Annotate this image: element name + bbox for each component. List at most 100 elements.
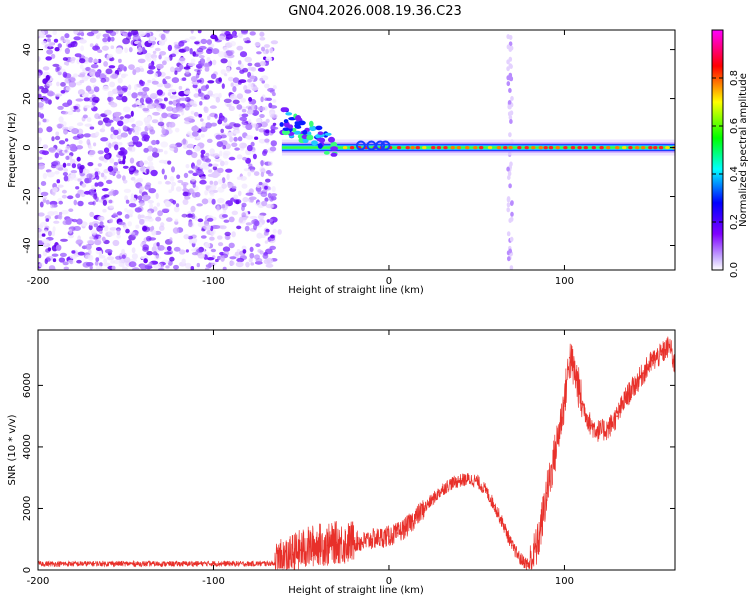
noise-blob bbox=[143, 258, 148, 264]
noise-blob bbox=[120, 73, 126, 79]
noise-blob bbox=[204, 66, 210, 72]
noise-blob bbox=[172, 227, 180, 234]
carrier-peak bbox=[479, 146, 484, 150]
spectrogram-x-label: Height of straight line (km) bbox=[288, 285, 424, 296]
x-tick-label: 100 bbox=[555, 576, 574, 587]
noise-blob bbox=[231, 186, 237, 190]
noise-blob bbox=[245, 192, 254, 196]
noise-blob bbox=[122, 32, 129, 37]
noise-blob bbox=[102, 262, 111, 267]
noise-blob bbox=[259, 114, 265, 118]
noise-blob bbox=[131, 92, 138, 99]
noise-blob bbox=[97, 181, 104, 187]
noise-blob bbox=[46, 38, 51, 43]
noise-blob bbox=[181, 258, 186, 264]
noise-blob bbox=[75, 145, 84, 150]
noise-blob bbox=[245, 222, 253, 226]
noise-blob bbox=[165, 30, 170, 34]
noise-blob bbox=[131, 123, 136, 128]
noise-blob bbox=[90, 63, 99, 69]
noise-blob bbox=[76, 156, 81, 162]
snr-point bbox=[282, 558, 285, 560]
snr-point bbox=[581, 403, 583, 405]
noise-blob bbox=[160, 141, 169, 148]
noise-blob bbox=[233, 136, 238, 142]
noise-blob bbox=[55, 66, 59, 73]
noise-blob bbox=[154, 72, 158, 78]
noise-blob bbox=[226, 103, 232, 108]
noise-blob bbox=[236, 93, 243, 100]
noise-blob bbox=[262, 253, 269, 259]
noise-blob bbox=[61, 194, 67, 199]
noise-blob bbox=[81, 183, 87, 188]
noise-blob bbox=[144, 82, 150, 86]
snr-point bbox=[353, 540, 355, 542]
noise-blob bbox=[130, 110, 134, 117]
noise-blob bbox=[200, 85, 208, 92]
noise-blob bbox=[141, 47, 146, 52]
noise-blob bbox=[60, 238, 68, 242]
carrier-onset-blob bbox=[311, 140, 318, 146]
noise-blob bbox=[143, 217, 150, 222]
noise-blob bbox=[220, 58, 228, 64]
noise-blob bbox=[209, 105, 217, 109]
noise-blob bbox=[103, 194, 110, 198]
noise-blob bbox=[231, 231, 236, 238]
noise-blob bbox=[159, 225, 165, 231]
noise-blob bbox=[164, 82, 171, 89]
snr-point bbox=[423, 507, 425, 510]
noise-blob bbox=[126, 141, 135, 146]
noise-blob bbox=[98, 254, 106, 259]
noise-blob bbox=[54, 135, 61, 141]
noise-blob bbox=[118, 262, 125, 267]
noise-blob bbox=[112, 134, 117, 140]
noise-blob bbox=[200, 38, 208, 45]
noise-blob bbox=[212, 166, 218, 171]
noise-blob bbox=[241, 183, 248, 189]
noise-blob bbox=[217, 197, 225, 204]
snr-point bbox=[274, 562, 276, 564]
noise-blob bbox=[196, 248, 203, 253]
noise-blob bbox=[124, 208, 128, 212]
noise-blob bbox=[88, 145, 93, 150]
noise-blob bbox=[249, 31, 256, 36]
snr-point bbox=[651, 360, 653, 362]
noise-blob bbox=[218, 242, 224, 247]
noise-blob bbox=[45, 34, 52, 38]
noise-blob bbox=[174, 218, 179, 223]
noise-blob bbox=[61, 189, 67, 194]
noise-blob bbox=[233, 194, 239, 200]
stripe-blob bbox=[509, 236, 514, 242]
noise-blob bbox=[155, 139, 160, 145]
carrier-peak bbox=[443, 146, 448, 150]
noise-blob bbox=[250, 169, 255, 173]
noise-blob bbox=[79, 58, 86, 64]
chart-title: GN04.2026.008.19.36.C23 bbox=[288, 4, 462, 19]
noise-blob bbox=[171, 77, 180, 84]
noise-blob bbox=[208, 262, 212, 269]
noise-blob bbox=[237, 60, 242, 65]
noise-blob bbox=[151, 102, 159, 107]
noise-blob bbox=[118, 58, 122, 64]
noise-blob bbox=[86, 173, 93, 179]
noise-blob bbox=[98, 73, 107, 80]
noise-blob bbox=[140, 214, 145, 219]
noise-blob bbox=[95, 71, 101, 78]
noise-blob bbox=[152, 50, 157, 55]
noise-blob bbox=[243, 85, 248, 91]
noise-blob bbox=[113, 259, 121, 265]
snr-point bbox=[554, 449, 557, 451]
snr-point bbox=[247, 563, 250, 565]
stripe-blob bbox=[509, 110, 514, 116]
noise-blob bbox=[53, 220, 60, 224]
noise-blob bbox=[128, 203, 137, 208]
noise-blob bbox=[105, 120, 112, 127]
noise-blob bbox=[76, 218, 83, 225]
noise-blob bbox=[224, 231, 231, 237]
noise-blob bbox=[48, 147, 56, 153]
carrier-peak bbox=[503, 146, 508, 150]
noise-blob bbox=[191, 131, 199, 137]
noise-blob bbox=[84, 123, 93, 127]
stripe-blob bbox=[509, 76, 514, 82]
noise-blob bbox=[127, 91, 132, 96]
